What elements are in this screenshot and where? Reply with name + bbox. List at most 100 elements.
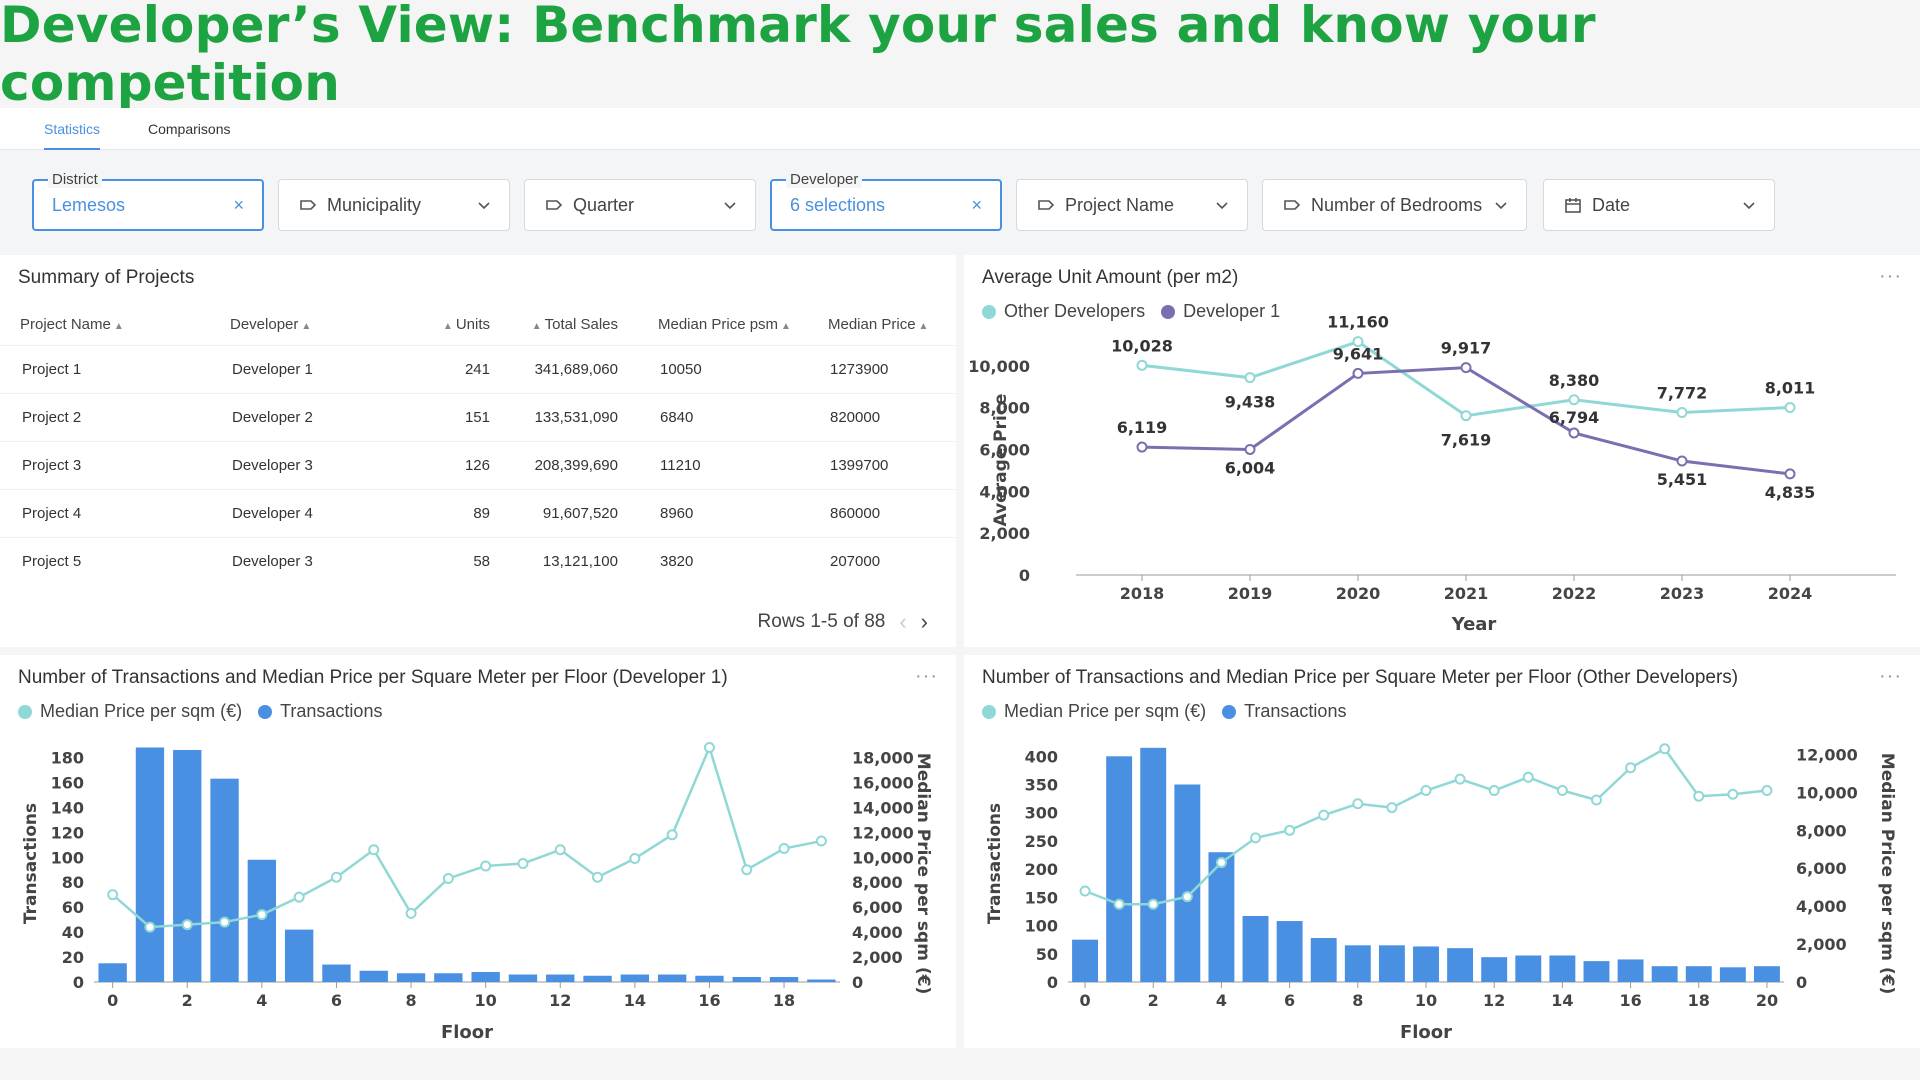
cell-units: 241 <box>420 344 510 393</box>
y2-tick-label: 6,000 <box>1796 859 1847 878</box>
median-price-point <box>442 872 454 884</box>
y-tick-label: 50 <box>1036 945 1058 964</box>
col-total-sales[interactable]: ▲ Total Sales <box>531 316 618 334</box>
legend-dot <box>258 704 273 719</box>
chevron-down-icon <box>478 202 490 210</box>
col-median-price-psm[interactable]: Median Price psm ▲ <box>658 316 791 334</box>
median-price-point <box>1181 891 1193 903</box>
table-row[interactable]: Project 1 Developer 1 241 341,689,060 10050 1… <box>0 344 956 393</box>
x-tick-label: 2 <box>1148 991 1159 1010</box>
district-clear-icon[interactable]: × <box>233 194 244 215</box>
quarter-filter[interactable]: Quarter <box>524 179 756 231</box>
legend-item[interactable]: Transactions <box>1222 701 1346 722</box>
median-price-point <box>1147 898 1159 910</box>
data-label: 7,619 <box>1441 431 1492 450</box>
x-tick-label: 6 <box>331 991 342 1010</box>
district-filter[interactable]: District Lemesos × <box>32 171 264 231</box>
tab-statistics[interactable]: Statistics <box>44 108 101 150</box>
summary-title: Summary of Projects <box>18 267 195 288</box>
transaction-bar <box>1719 967 1746 982</box>
y-tick-label: 2,000 <box>979 524 1030 543</box>
tab-bar: Statistics Comparisons <box>0 108 1920 150</box>
tab-comparisons[interactable]: Comparisons <box>148 121 231 137</box>
legend-item[interactable]: Developer 1 <box>1161 301 1280 322</box>
x-tick-label: 16 <box>1619 991 1641 1010</box>
data-point <box>1136 359 1148 371</box>
transaction-bar <box>1106 756 1133 982</box>
x-tick-label: 2023 <box>1660 584 1705 603</box>
transaction-bar <box>1583 961 1610 982</box>
transaction-bar <box>210 778 239 982</box>
y-tick-label: 100 <box>1025 917 1058 936</box>
x-tick-label: 4 <box>256 991 267 1010</box>
table-row[interactable]: Project 5 Developer 3 58 13,121,100 3820 2070… <box>0 536 956 585</box>
bedrooms-filter[interactable]: Number of Bedrooms <box>1262 179 1527 231</box>
y2-tick-label: 14,000 <box>852 798 914 817</box>
data-label: 9,641 <box>1333 344 1384 363</box>
cell-developer: Developer 1 <box>210 344 420 393</box>
median-price-point <box>219 916 231 928</box>
transaction-bar <box>1651 966 1678 982</box>
data-point <box>1676 406 1688 418</box>
x-tick-label: 16 <box>698 991 720 1010</box>
y2-tick-label: 16,000 <box>852 773 914 792</box>
y-tick-label: 100 <box>51 848 84 867</box>
y2-tick-label: 4,000 <box>1796 897 1847 916</box>
y-axis-label: Average Price <box>991 394 1011 527</box>
data-point <box>1460 362 1472 374</box>
legend-dot <box>982 704 996 719</box>
y2-tick-label: 4,000 <box>852 923 903 942</box>
legend-label: Developer 1 <box>1183 301 1281 321</box>
transaction-bar <box>359 970 388 982</box>
transaction-bar <box>1481 957 1508 982</box>
col-median-price[interactable]: Median Price ▲ <box>828 316 929 334</box>
cell-developer: Developer 4 <box>210 488 420 537</box>
cell-median-price-psm: 11210 <box>638 440 808 489</box>
x-axis-label: Floor <box>441 1022 493 1043</box>
summary-table: Project Name ▲ Developer ▲ ▲ Units ▲ Total S… <box>0 305 956 585</box>
median-price-point <box>517 858 529 869</box>
transaction-bar <box>546 974 575 982</box>
banner: Developer’s View: Benchmark your sales a… <box>0 0 1920 112</box>
legend-item[interactable]: Median Price per sqm (€) <box>18 701 242 722</box>
y-tick-label: 140 <box>51 798 84 817</box>
table-row[interactable]: Project 3 Developer 3 126 208,399,690 11210 1… <box>0 440 956 489</box>
median-price-point <box>629 853 641 865</box>
median-price-point <box>1625 762 1637 774</box>
legend-item[interactable]: Other Developers <box>982 301 1145 322</box>
y2-tick-label: 0 <box>1796 973 1807 992</box>
cell-median-price: 820000 <box>808 392 956 441</box>
y-axis-label: Transactions <box>985 803 1005 924</box>
next-page-icon[interactable]: › <box>920 609 928 634</box>
more-menu-icon[interactable]: ··· <box>915 665 938 687</box>
more-menu-icon[interactable]: ··· <box>1879 665 1902 687</box>
legend-item[interactable]: Transactions <box>258 701 382 722</box>
district-filter-value: Lemesos <box>52 194 126 215</box>
transaction-bar <box>1447 948 1474 982</box>
cell-total-sales: 133,531,090 <box>510 392 638 441</box>
data-label: 4,835 <box>1765 483 1816 502</box>
table-row[interactable]: Project 4 Developer 4 89 91,607,520 8960 8600… <box>0 488 956 537</box>
y-tick-label: 0 <box>1019 566 1030 585</box>
y2-tick-label: 10,000 <box>852 848 914 867</box>
col-units[interactable]: ▲ Units <box>442 316 490 334</box>
more-menu-icon[interactable]: ··· <box>1879 265 1902 287</box>
developer-filter[interactable]: Developer 6 selections × <box>770 171 1002 231</box>
x-tick-label: 14 <box>1551 991 1573 1010</box>
data-point <box>1784 468 1796 480</box>
col-developer[interactable]: Developer ▲ <box>230 316 312 334</box>
date-filter[interactable]: Date <box>1543 179 1775 231</box>
tag-icon <box>1284 200 1301 210</box>
legend-item[interactable]: Median Price per sqm (€) <box>982 701 1206 722</box>
cell-project-name: Project 4 <box>0 488 210 537</box>
municipality-filter[interactable]: Municipality <box>278 179 510 231</box>
col-project-name[interactable]: Project Name ▲ <box>20 316 124 334</box>
data-label: 7,772 <box>1657 383 1708 402</box>
project-name-filter[interactable]: Project Name <box>1016 179 1248 231</box>
x-axis-label: Floor <box>1400 1022 1452 1043</box>
prev-page-icon[interactable]: ‹ <box>899 609 907 634</box>
table-row[interactable]: Project 2 Developer 2 151 133,531,090 6840 82… <box>0 392 956 441</box>
data-label: 5,451 <box>1657 470 1708 489</box>
developer-clear-icon[interactable]: × <box>971 194 982 215</box>
summary-panel: Summary of Projects Project Name ▲ Develo… <box>0 255 956 647</box>
